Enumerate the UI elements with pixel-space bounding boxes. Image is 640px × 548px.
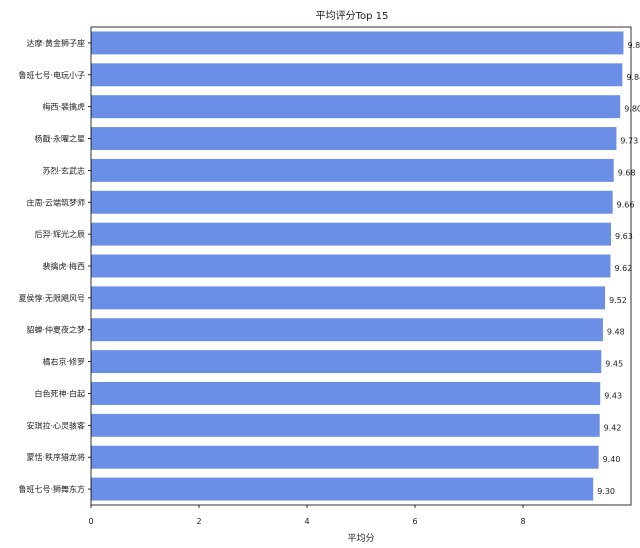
x-tick-label: 6 <box>412 517 417 526</box>
value-label: 9.68 <box>618 168 636 177</box>
x-tick-label: 2 <box>196 517 201 526</box>
bar <box>91 95 621 119</box>
bar <box>91 381 601 405</box>
bar <box>91 190 613 214</box>
value-label: 9.40 <box>603 455 621 464</box>
bar <box>91 63 623 87</box>
value-label: 9.80 <box>624 105 640 114</box>
category-label: 后羿·辉光之辰 <box>34 229 85 239</box>
bar <box>91 445 599 469</box>
bar <box>91 286 606 310</box>
value-label: 9.48 <box>607 328 625 337</box>
category-label: 鲁班七号·电玩小子 <box>18 70 85 80</box>
category-label: 橘右京·修罗 <box>42 357 85 367</box>
category-label: 鲁班七号·狮舞东方 <box>18 484 85 494</box>
bar <box>91 158 614 182</box>
bar <box>91 222 612 246</box>
value-label: 9.66 <box>617 200 635 209</box>
value-label: 9.63 <box>615 232 633 241</box>
bar <box>91 31 624 55</box>
category-label: 夏侯惇·无限飓风号 <box>18 293 85 303</box>
category-label: 达摩·黄金狮子座 <box>26 38 85 48</box>
value-label: 9.84 <box>626 73 640 82</box>
value-label: 9.30 <box>597 487 615 496</box>
value-label: 9.62 <box>614 264 632 273</box>
category-label: 庄周·云端筑梦师 <box>26 197 85 207</box>
x-tick-label: 8 <box>520 517 525 526</box>
chart-title: 平均评分Top 15 <box>316 10 389 22</box>
category-label: 杨戬·永曜之星 <box>34 134 85 144</box>
x-tick-label: 0 <box>88 517 93 526</box>
value-label: 9.43 <box>604 391 622 400</box>
category-label: 貂蝉·仲夏夜之梦 <box>26 325 85 335</box>
category-label: 梅西·裴擒虎 <box>42 102 85 112</box>
category-label: 安琪拉·心灵骇客 <box>26 420 85 430</box>
value-label: 9.73 <box>620 137 638 146</box>
x-tick-label: 4 <box>304 517 309 526</box>
category-label: 蒙恬·秩序猎龙将 <box>26 452 85 462</box>
category-label: 裴擒虎·梅西 <box>42 261 85 271</box>
value-label: 9.45 <box>605 360 623 369</box>
bar <box>91 318 603 342</box>
bar <box>91 350 602 374</box>
bar <box>91 477 594 501</box>
x-axis-label: 平均分 <box>347 532 374 544</box>
bar <box>91 254 611 278</box>
category-label: 苏烈·玄武志 <box>42 165 85 175</box>
value-label: 9.42 <box>604 423 622 432</box>
bar <box>91 413 600 437</box>
category-label: 白色死神·白起 <box>34 388 85 398</box>
value-label: 9.86 <box>627 41 640 50</box>
bar <box>91 127 617 151</box>
plot-frame <box>90 26 632 506</box>
value-label: 9.52 <box>609 296 627 305</box>
